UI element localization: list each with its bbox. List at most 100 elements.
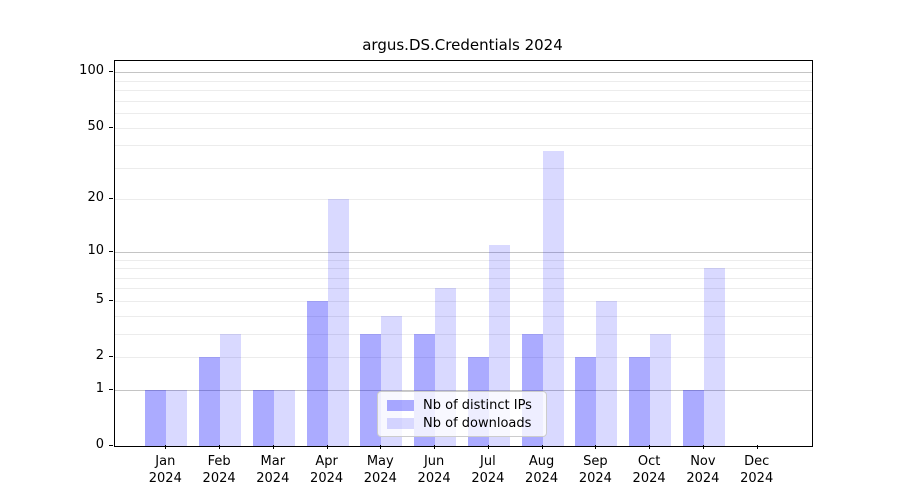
bar-nb-of-distinct-ips-mar [252,389,274,446]
x-tick-year-jun: 2024 [417,471,451,486]
y-tick-label-1: 1 [95,380,104,396]
bar-nb-of-downloads-nov [703,268,725,446]
x-tick-year-apr: 2024 [310,471,344,486]
gridline-minor-9 [115,259,812,261]
chart-title: argus.DS.Credentials 2024 [362,36,563,54]
x-tick-year-feb: 2024 [202,471,236,486]
x-tick-mark-nov [702,445,704,449]
x-tick-label-jan: Jan 2024 [133,453,197,487]
x-tick-mark-feb [219,445,221,449]
legend: Nb of distinct IPs Nb of downloads [377,391,547,437]
x-tick-year-oct: 2024 [632,471,666,486]
x-tick-label-aug: Aug 2024 [510,453,574,487]
x-tick-year-may: 2024 [363,471,397,486]
gridline-minor-30 [115,167,812,169]
gridline-minor-8 [115,268,812,269]
x-tick-label-dec: Dec 2024 [725,453,789,487]
x-tick-mark-may [380,445,382,449]
x-tick-mark-apr [326,445,328,449]
x-tick-label-sep: Sep 2024 [563,453,627,487]
gridline-minor-7 [115,277,812,279]
gridline-minor-70 [115,100,812,102]
x-tick-month-nov: Nov [690,454,716,469]
x-tick-month-jul: Jul [480,454,496,469]
gridline-major-100 [115,72,812,74]
x-tick-year-nov: 2024 [686,471,720,486]
y-tick-label-50: 50 [87,118,104,134]
y-tick-label-100: 100 [79,63,104,79]
gridline-minor-2 [115,357,812,358]
legend-item-downloads: Nb of downloads [387,416,540,431]
legend-item-distinct-ips: Nb of distinct IPs [387,398,540,413]
bar-nb-of-downloads-apr [327,199,349,446]
x-tick-label-mar: Mar 2024 [241,453,305,487]
plot-area [114,60,813,447]
x-tick-month-sep: Sep [583,454,608,469]
x-tick-label-nov: Nov 2024 [671,453,735,487]
gridline-minor-60 [115,113,812,115]
y-tick-mark-2 [109,356,113,357]
x-tick-label-jun: Jun 2024 [402,453,466,487]
x-tick-mark-jul [487,445,489,449]
bar-nb-of-distinct-ips-feb [199,357,221,446]
x-tick-label-oct: Oct 2024 [617,453,681,487]
gridline-major-1 [115,389,812,391]
y-tick-label-10: 10 [87,242,104,258]
bar-nb-of-downloads-jan [166,389,188,446]
y-tick-label-2: 2 [95,348,104,363]
x-tick-month-dec: Dec [744,454,770,469]
x-tick-mark-dec [756,445,758,449]
x-tick-month-apr: Apr [315,454,338,469]
y-tick-mark-1 [109,388,113,390]
y-tick-mark-0 [109,445,113,446]
grid-layer [115,61,812,446]
bar-nb-of-distinct-ips-sep [575,357,597,446]
x-tick-year-mar: 2024 [256,471,290,486]
y-tick-label-5: 5 [95,291,104,307]
y-tick-mark-50 [109,126,113,128]
gridline-minor-40 [115,145,812,147]
x-tick-mark-mar [272,445,274,449]
bar-nb-of-downloads-feb [220,333,242,446]
legend-swatch-distinct-ips [387,399,414,411]
gridline-minor-50 [115,127,812,129]
x-tick-year-dec: 2024 [740,471,774,486]
x-tick-mark-aug [541,445,543,449]
y-tick-mark-5 [109,299,113,301]
x-tick-label-jul: Jul 2024 [456,453,520,487]
bar-nb-of-downloads-mar [273,389,295,446]
bar-nb-of-downloads-aug [542,151,564,446]
gridline-minor-20 [115,199,812,201]
x-tick-mark-oct [649,445,651,449]
x-tick-year-jul: 2024 [471,471,505,486]
gridline-major-10 [115,251,812,253]
bar-nb-of-distinct-ips-oct [629,357,651,446]
x-tick-label-may: May 2024 [348,453,412,487]
y-tick-mark-100 [109,71,113,73]
x-tick-label-feb: Feb 2024 [187,453,251,487]
gridline-minor-3 [115,333,812,335]
bar-nb-of-downloads-oct [650,333,672,446]
bar-nb-of-downloads-sep [596,300,618,446]
x-tick-month-oct: Oct [637,454,661,469]
x-tick-month-may: May [366,454,394,469]
gridline-minor-5 [115,300,812,302]
gridline-minor-4 [115,315,812,317]
x-tick-month-mar: Mar [260,454,286,469]
y-tick-label-0: 0 [95,437,104,452]
x-tick-year-sep: 2024 [578,471,612,486]
x-tick-label-apr: Apr 2024 [295,453,359,487]
gridline-minor-80 [115,90,812,92]
x-tick-year-jan: 2024 [148,471,182,486]
legend-label-downloads: Nb of downloads [423,415,532,431]
x-tick-mark-jan [165,445,167,449]
bar-nb-of-distinct-ips-may [360,333,382,446]
x-tick-month-jun: Jun [423,454,445,469]
bar-nb-of-distinct-ips-jan [145,389,167,446]
x-tick-month-aug: Aug [528,454,555,469]
legend-swatch-downloads [387,417,414,429]
y-tick-label-20: 20 [87,190,104,206]
gridline-minor-6 [115,288,812,290]
